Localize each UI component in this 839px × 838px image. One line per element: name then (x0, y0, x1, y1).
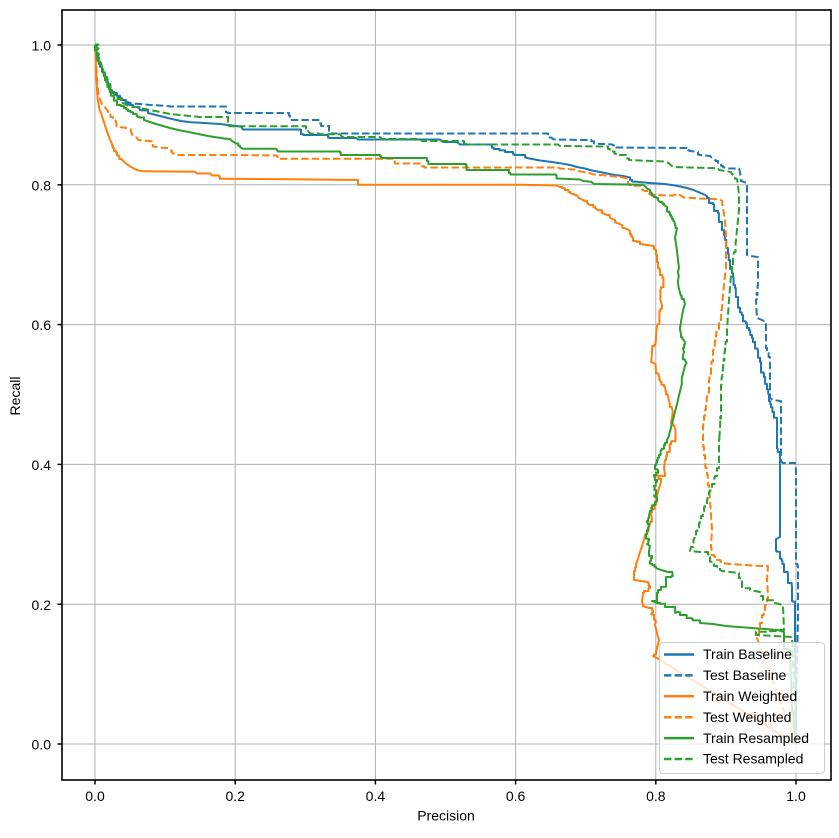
svg-text:Test Weighted: Test Weighted (703, 709, 791, 725)
svg-text:0.6: 0.6 (506, 788, 526, 804)
svg-text:Recall: Recall (7, 377, 23, 416)
svg-text:0.2: 0.2 (32, 597, 52, 613)
svg-text:1.0: 1.0 (786, 788, 806, 804)
svg-text:0.4: 0.4 (366, 788, 386, 804)
svg-text:0.0: 0.0 (85, 788, 105, 804)
svg-text:0.2: 0.2 (225, 788, 245, 804)
svg-text:0.4: 0.4 (32, 457, 52, 473)
svg-text:1.0: 1.0 (32, 38, 52, 54)
svg-text:Train Resampled: Train Resampled (703, 730, 809, 746)
svg-text:Test Resampled: Test Resampled (703, 751, 803, 767)
svg-text:0.0: 0.0 (32, 737, 52, 753)
svg-text:Train Baseline: Train Baseline (703, 646, 792, 662)
svg-text:0.8: 0.8 (646, 788, 666, 804)
svg-text:0.8: 0.8 (32, 177, 52, 193)
svg-text:Test Baseline: Test Baseline (703, 667, 786, 683)
svg-text:0.6: 0.6 (32, 317, 52, 333)
svg-text:Precision: Precision (417, 808, 475, 824)
svg-text:Train Weighted: Train Weighted (703, 688, 797, 704)
